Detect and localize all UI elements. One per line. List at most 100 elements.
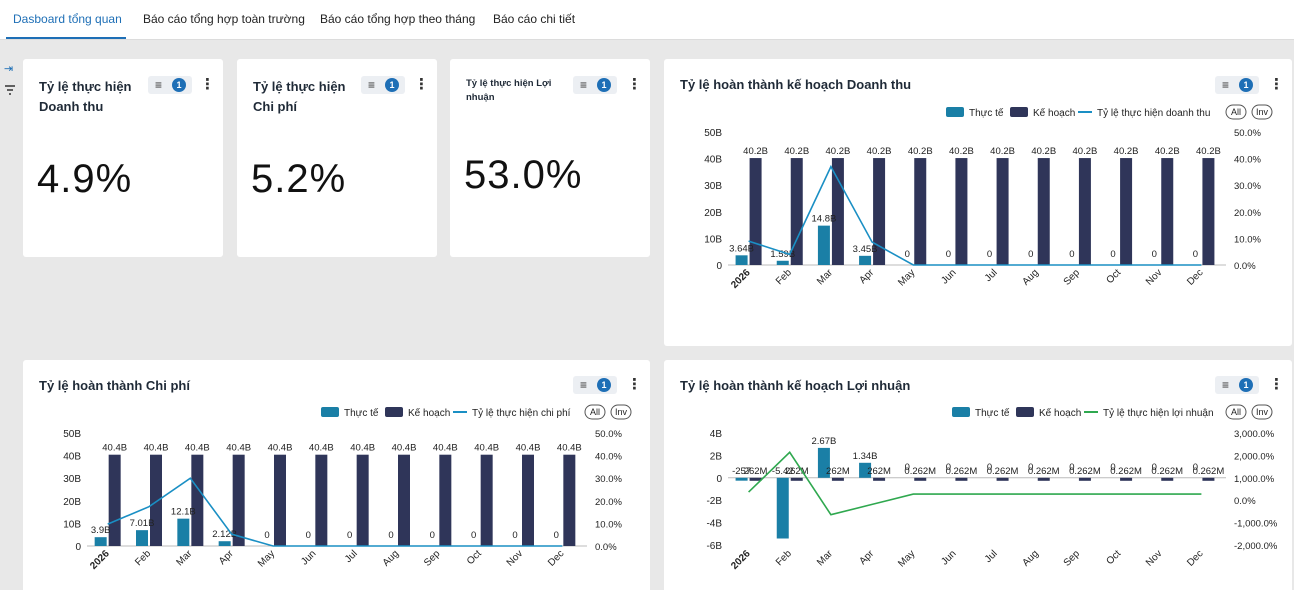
x-axis-tick-label: Jul	[343, 548, 360, 565]
data-label-actual: 0	[987, 462, 992, 473]
y2-axis-tick-label: 0.0%	[595, 542, 617, 553]
tab-detail-report[interactable]: Báo cáo chi tiết	[493, 12, 576, 26]
legend-toggle-inv-button[interactable]	[610, 404, 632, 420]
filter-button[interactable]: ≡ 1	[1215, 76, 1259, 94]
tab-monthly-summary-report[interactable]: Báo cáo tổng hợp theo tháng	[320, 12, 476, 26]
x-axis-tick-label: Feb	[774, 548, 794, 568]
legend-label-plan: Kế hoạch	[408, 407, 450, 419]
filter-button[interactable]: ≡ 1	[573, 76, 617, 94]
data-label-actual: 1.59B	[770, 249, 795, 260]
legend-toggle-inv-label[interactable]: Inv	[615, 407, 628, 417]
legend-toggle-inv-label[interactable]: Inv	[1256, 407, 1269, 417]
bar-actual	[735, 477, 748, 481]
data-label-plan: 40.4B	[433, 443, 458, 454]
data-label-plan: 40.4B	[392, 443, 417, 454]
y2-axis-tick-label: 40.0%	[595, 452, 622, 463]
legend-toggle-inv-label[interactable]: Inv	[1256, 107, 1269, 117]
data-label-plan: 40.2B	[990, 146, 1015, 157]
kpi-title: Tỷ lệ thực hiện Doanh thu	[39, 79, 132, 114]
legend-label-rate: Tỷ lệ thực hiện lợi nhuận	[1103, 407, 1214, 419]
bar-plan	[398, 454, 410, 546]
legend-toggle-all-button[interactable]	[1225, 104, 1247, 120]
filter-button[interactable]: ≡ 1	[1215, 376, 1259, 394]
rate-line	[748, 451, 1202, 516]
x-axis-tick-label: May	[896, 267, 917, 288]
data-label-plan: 40.4B	[474, 443, 499, 454]
filter-icon: ≡	[1222, 78, 1230, 92]
more-options-icon[interactable]: ⋮	[627, 76, 642, 93]
tab-school-summary-report[interactable]: Báo cáo tổng hợp toàn trường	[143, 12, 305, 26]
filter-count-badge: 1	[1239, 78, 1253, 92]
y2-axis-tick-label: -1,000.0%	[1234, 519, 1278, 530]
x-axis-tick-label: Sep	[1062, 267, 1083, 288]
data-label-actual: 1.34B	[853, 451, 878, 462]
filter-button[interactable]: ≡ 1	[573, 376, 617, 394]
data-label-actual: 2.67B	[812, 436, 837, 447]
x-axis-tick-label: Apr	[217, 548, 236, 567]
data-label-actual: 0	[512, 530, 517, 541]
x-axis-tick-label: Mar	[815, 267, 835, 287]
more-options-icon[interactable]: ⋮	[414, 76, 429, 93]
bar-plan	[1037, 158, 1050, 265]
bar-actual	[735, 255, 748, 265]
y-axis-tick-label: 10B	[63, 519, 81, 530]
data-label-actual: 3.64B	[729, 243, 754, 254]
kpi-title: Tỷ lệ thực hiện Chi phí	[253, 79, 346, 114]
data-label-actual: 0	[905, 249, 910, 260]
legend-toggle-all-button[interactable]	[584, 404, 606, 420]
x-axis-tick-label: Apr	[857, 267, 876, 286]
y-axis-tick-label: -2B	[706, 496, 722, 507]
legend-toggle-all-label[interactable]: All	[1231, 107, 1241, 117]
y2-axis-tick-label: 1,000.0%	[1234, 474, 1275, 485]
bar-actual	[859, 255, 872, 265]
data-label-plan: 262M	[867, 466, 891, 477]
data-label-actual: 0	[1110, 462, 1115, 473]
x-axis-tick-label: May	[256, 548, 277, 569]
tab-dashboard-overview[interactable]: Dasboard tổng quan	[13, 12, 122, 26]
y2-axis-tick-label: 3,000.0%	[1234, 429, 1275, 440]
filter-icon[interactable]	[4, 84, 16, 99]
data-label-actual: -257	[732, 466, 751, 477]
data-label-actual: 14.8B	[812, 214, 837, 225]
filter-button[interactable]: ≡ 1	[361, 76, 405, 94]
chart-card-profit: Tỷ lệ hoàn thành kế hoạch Lợi nhuận ≡ 1 …	[664, 360, 1292, 590]
bar-plan	[1120, 158, 1133, 265]
legend-toggle-all-button[interactable]	[1225, 404, 1247, 420]
bar-plan	[1078, 477, 1091, 481]
x-axis-tick-label: Oct	[1104, 548, 1123, 567]
data-label-plan: 40.2B	[1155, 146, 1180, 157]
bar-plan	[1120, 477, 1133, 481]
x-axis-tick-label: Nov	[1144, 548, 1164, 568]
profit-combo-chart: Thực tế Kế hoạch Tỷ lệ thực hiện lợi nhuận…	[706, 404, 1278, 572]
legend-toggle-inv-button[interactable]	[1251, 404, 1273, 420]
bar-plan	[1161, 158, 1174, 265]
y-axis-tick-label: 0	[716, 261, 722, 272]
legend-toggle-inv-button[interactable]	[1251, 104, 1273, 120]
more-options-icon[interactable]: ⋮	[200, 76, 215, 93]
filter-button[interactable]: ≡ 1	[148, 76, 192, 94]
bar-plan	[150, 454, 162, 546]
legend-toggle-all-label[interactable]: All	[1231, 407, 1241, 417]
collapse-icon[interactable]: ⇥	[4, 63, 14, 75]
x-axis-tick-label: Apr	[857, 548, 876, 567]
x-axis-tick-label: Nov	[505, 548, 525, 568]
cost-combo-chart: Thực tế Kế hoạch Tỷ lệ thực hiện chi phí Al…	[63, 404, 632, 572]
data-label-plan: 0.262M	[1151, 466, 1183, 477]
bar-plan	[996, 477, 1009, 481]
chart-title: Tỷ lệ hoàn thành kế hoạch Doanh thu	[680, 77, 912, 92]
y2-axis-tick-label: 2,000.0%	[1234, 451, 1275, 462]
y-axis-tick-label: 20B	[63, 497, 81, 508]
legend-toggle-all-label[interactable]: All	[590, 407, 600, 417]
x-axis-tick-label: Jul	[983, 548, 1000, 565]
x-axis-tick-label: 2026	[88, 548, 112, 572]
data-label-plan: 40.2B	[1196, 146, 1221, 157]
data-label-actual: 0	[1152, 249, 1157, 260]
bar-plan	[831, 158, 844, 265]
rate-line	[107, 477, 563, 547]
bar-plan	[356, 454, 369, 546]
bar-plan	[873, 477, 886, 481]
bar-plan	[315, 454, 328, 546]
y-axis-tick-label: 40B	[704, 155, 722, 166]
legend-label-plan: Kế hoạch	[1033, 107, 1075, 119]
y2-axis-tick-label: 20.0%	[595, 497, 622, 508]
